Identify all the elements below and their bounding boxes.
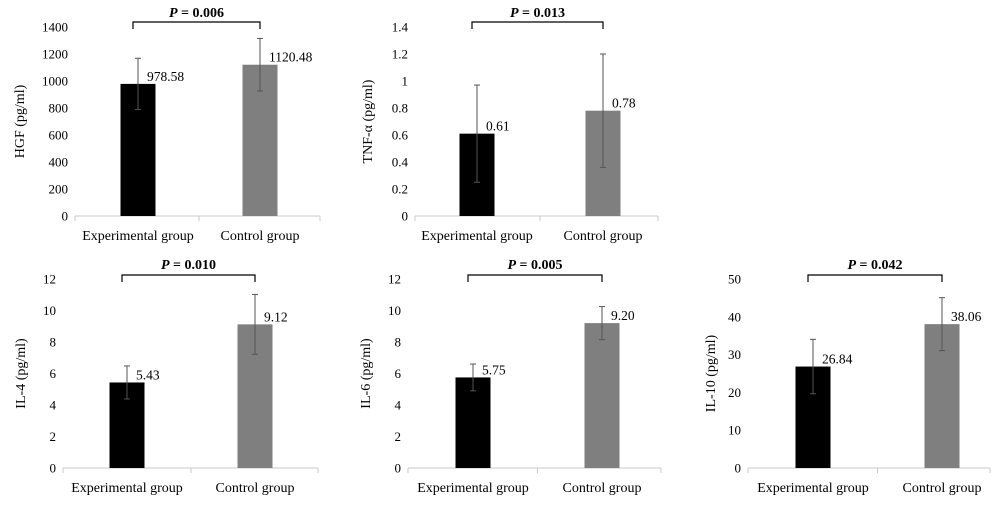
p-value-label: P = 0.010 [161,258,216,273]
y-tick-label: 6 [50,366,57,381]
chart-il4: 0 2 4 6 8 10 12 IL-4 (pg/ml) 5.43 Experimental gr… [0,255,330,519]
y-tick-label: 0 [62,209,69,224]
bar-control-group [584,323,620,468]
y-tick-label: 50 [728,272,741,287]
data-label: 9.12 [264,309,288,324]
data-label: 38.06 [951,309,982,324]
y-tick-label: 30 [728,347,741,362]
data-label: 0.61 [486,119,510,134]
significance-bracket [807,274,943,282]
y-tick-label: 1400 [42,20,68,35]
y-axis-label: IL-6 (pg/ml) [359,338,374,409]
y-tick-label: 1200 [42,47,68,62]
y-tick-label: 800 [49,101,69,116]
y-tick-label: 0.4 [392,155,409,170]
y-axis-label: IL-10 (pg/ml) [704,334,719,412]
p-value-symbol: P [510,6,519,21]
p-value-number: = 0.005 [516,258,562,273]
y-tick-label: 4 [50,398,57,413]
p-value-number: = 0.042 [856,258,902,273]
x-category-label: Experimental group [82,229,194,244]
data-label: 9.20 [611,308,635,323]
y-tick-label: 0.2 [392,182,408,197]
data-label: 1120.48 [269,50,313,65]
x-category-label: Control group [216,481,295,496]
x-category-label: Experimental group [757,481,869,496]
y-tick-label: 20 [728,385,741,400]
p-value-label: P = 0.006 [169,6,224,21]
y-tick-label: 8 [395,335,402,350]
y-tick-label: 10 [728,423,741,438]
y-tick-label: 2 [395,429,402,444]
y-tick-label: 0.6 [392,128,409,143]
p-value-number: = 0.006 [178,6,224,21]
y-tick-label: 1000 [42,74,68,89]
significance-bracket [121,274,256,282]
significance-bracket [471,21,604,29]
x-category-label: Experimental group [71,481,183,496]
y-tick-label: 8 [50,335,57,350]
chart-il6-svg: 0 2 4 6 8 10 12 IL-6 (pg/ml) 5.75 Experimental gr… [359,258,662,496]
chart-il4-svg: 0 2 4 6 8 10 12 IL-4 (pg/ml) 5.43 Experimental gr… [14,258,319,496]
y-tick-label: 1.2 [392,47,408,62]
x-category-label: Experimental group [421,229,533,244]
p-value-symbol: P [169,6,178,21]
data-label: 26.84 [822,352,853,367]
p-value-symbol: P [507,258,516,273]
x-category-label: Control group [564,229,643,244]
y-tick-label: 4 [395,398,402,413]
p-value-symbol: P [161,258,170,273]
y-tick-label: 12 [43,272,56,287]
y-axis-label: HGF (pg/ml) [13,84,28,158]
y-tick-label: 200 [49,182,69,197]
p-value-number: = 0.013 [519,6,565,21]
data-label: 0.78 [612,96,636,111]
y-tick-label: 600 [49,128,69,143]
y-tick-label: 10 [388,303,401,318]
y-tick-label: 12 [388,272,401,287]
y-tick-label: 0.8 [392,101,408,116]
y-tick-label: 400 [49,155,69,170]
y-tick-label: 1.4 [392,20,409,35]
x-category-label: Experimental group [417,481,529,496]
bar-experimental-group [455,377,491,468]
chart-tnf-alpha: 0 0.2 0.4 0.6 0.8 1 1.2 1.4 TNF-α (pg/ml) 0.61 Exp… [345,0,675,255]
p-value-label: P = 0.013 [510,6,565,21]
chart-hgf: 0 200 400 600 800 1000 1200 1400 HGF (pg/ml) 978.… [0,0,330,255]
p-value-label: P = 0.005 [507,258,562,273]
x-category-label: Control group [221,229,300,244]
data-label: 978.58 [147,69,184,84]
p-value-label: P = 0.042 [847,258,902,273]
y-tick-label: 0 [50,461,57,476]
chart-il10-svg: 0 10 20 30 40 50 IL-10 (pg/ml) 26.84 Experimenta… [704,258,991,496]
y-axis-label: TNF-α (pg/ml) [361,79,376,163]
y-tick-label: 0 [402,209,409,224]
y-tick-label: 0 [395,461,402,476]
y-axis-label: IL-4 (pg/ml) [14,338,29,409]
y-tick-label: 2 [50,429,57,444]
chart-hgf-svg: 0 200 400 600 800 1000 1200 1400 HGF (pg/ml) 978.… [13,6,321,244]
significance-bracket [467,274,603,282]
chart-il10: 0 10 20 30 40 50 IL-10 (pg/ml) 26.84 Experimenta… [685,255,1000,519]
chart-il6: 0 2 4 6 8 10 12 IL-6 (pg/ml) 5.75 Experimental gr… [345,255,675,519]
y-tick-label: 10 [43,303,56,318]
y-tick-label: 1 [402,74,409,89]
data-label: 5.43 [136,367,160,382]
p-value-number: = 0.010 [170,258,216,273]
y-tick-label: 0 [735,461,742,476]
chart-tnf-alpha-svg: 0 0.2 0.4 0.6 0.8 1 1.2 1.4 TNF-α (pg/ml) 0.61 Exp… [361,6,659,244]
p-value-symbol: P [847,258,856,273]
data-label: 5.75 [482,362,506,377]
y-tick-label: 40 [728,309,741,324]
x-category-label: Control group [903,481,982,496]
x-category-label: Control group [563,481,642,496]
significance-bracket [132,21,261,29]
y-tick-label: 6 [395,366,402,381]
